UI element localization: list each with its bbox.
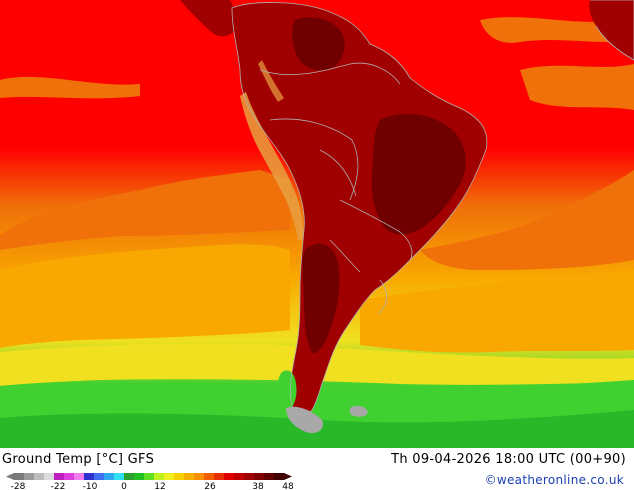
legend-swatch — [44, 473, 55, 480]
legend-swatch — [214, 473, 225, 480]
legend-ticks: -28 -22 -10 0 12 26 38 48 — [11, 482, 294, 490]
legend-swatch — [64, 473, 75, 480]
map-footer: Ground Temp [°C] GFS Th 09-04-2026 18:00… — [0, 448, 634, 490]
legend-swatch — [124, 473, 135, 480]
legend-swatch — [244, 473, 255, 480]
temperature-map[interactable] — [0, 0, 634, 448]
mild-band-pacific — [0, 244, 290, 348]
hot-interior-brazil — [371, 113, 466, 235]
andes-mountain-north — [258, 60, 284, 102]
legend-swatch — [274, 473, 285, 480]
legend-swatch — [14, 473, 25, 480]
warm-band-north-pacific — [0, 76, 140, 99]
hot-interior-north — [292, 17, 345, 71]
forecast-timestamp: Th 09-04-2026 18:00 UTC (00+90) — [391, 452, 626, 467]
legend-swatch — [234, 473, 245, 480]
legend-swatch — [204, 473, 215, 480]
map-title: Ground Temp [°C] GFS — [2, 452, 155, 467]
legend-swatch — [134, 473, 145, 480]
andes-mountain-strip — [240, 92, 304, 240]
legend-swatch — [114, 473, 125, 480]
warm-band-atlantic-east — [520, 64, 634, 110]
legend-swatch — [164, 473, 175, 480]
color-legend: -28 -22 -10 0 12 26 38 48 — [6, 473, 294, 490]
falkland-islands — [350, 405, 368, 417]
legend-arrow-right — [284, 473, 292, 480]
legend-tick-label: 0 — [121, 482, 127, 490]
hot-interior-argentina — [302, 243, 340, 354]
country-borders — [231, 0, 634, 416]
legend-swatch — [34, 473, 45, 480]
mild-band-atlantic — [360, 270, 634, 353]
legend-tick-label: 48 — [282, 482, 294, 490]
legend-swatch — [174, 473, 185, 480]
legend-swatch — [54, 473, 65, 480]
legend-tick-label: -10 — [83, 482, 98, 490]
central-america — [180, 0, 240, 37]
legend-swatch — [154, 473, 165, 480]
south-america-landmass — [232, 2, 487, 416]
africa-corner — [589, 0, 634, 60]
patagonia-cold-tip — [278, 370, 297, 410]
credit-link[interactable]: ©weatheronline.co.uk — [484, 473, 624, 487]
legend-tick-label: 38 — [252, 482, 264, 490]
legend-swatch — [264, 473, 275, 480]
legend-tick-label: -28 — [11, 482, 26, 490]
legend-swatch — [144, 473, 155, 480]
legend-swatch — [194, 473, 205, 480]
tierra-del-fuego — [286, 406, 324, 434]
warm-band-south-atlantic — [420, 170, 634, 270]
legend-swatch — [24, 473, 35, 480]
legend-swatch — [184, 473, 195, 480]
legend-tick-label: 12 — [154, 482, 165, 490]
legend-swatches — [6, 473, 292, 480]
legend-tick-label: -22 — [51, 482, 66, 490]
legend-swatch — [84, 473, 95, 480]
legend-arrow-left — [6, 473, 14, 480]
legend-tick-label: 26 — [204, 482, 216, 490]
legend-swatch — [94, 473, 105, 480]
warm-band-pacific-south — [0, 170, 290, 250]
legend-swatch — [104, 473, 115, 480]
legend-swatch — [74, 473, 85, 480]
legend-swatch — [254, 473, 265, 480]
legend-swatch — [224, 473, 235, 480]
